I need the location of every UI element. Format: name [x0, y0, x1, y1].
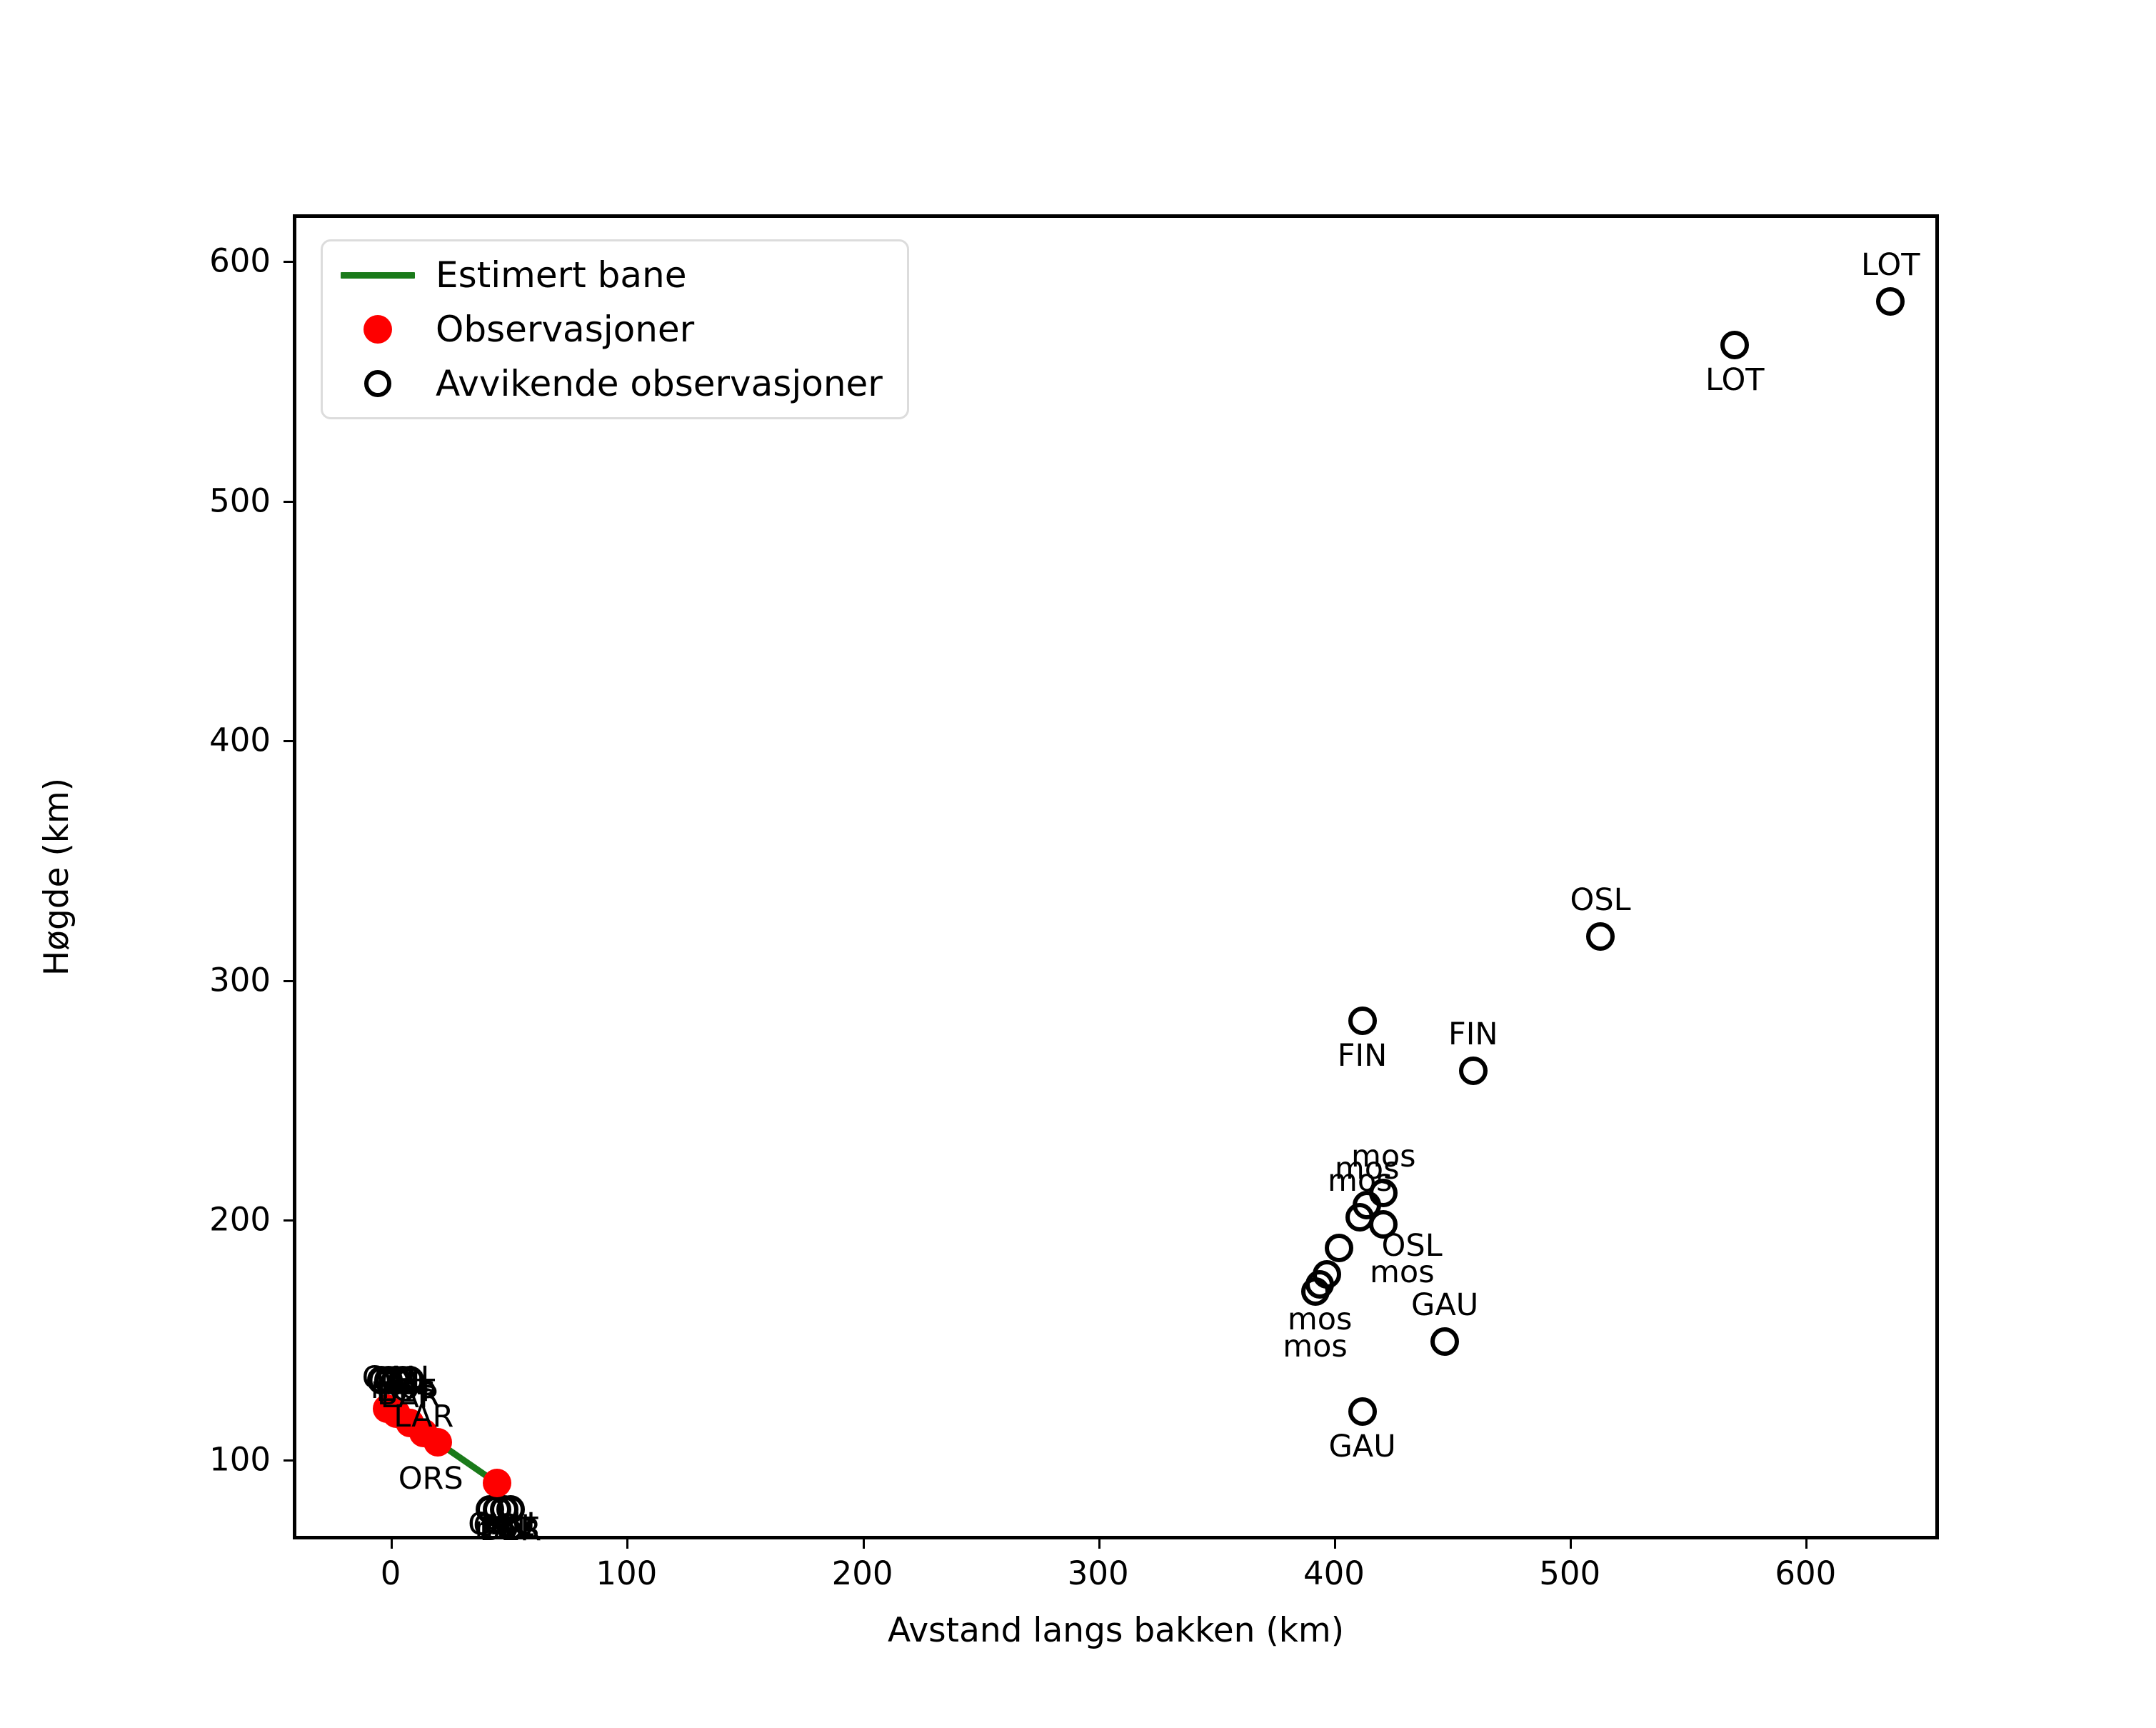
cluster-label-lower: GAU [468, 1507, 536, 1543]
point-label: mos [1350, 1139, 1416, 1175]
y-tick-label: 600 [209, 241, 271, 280]
y-tick-label: 100 [209, 1440, 271, 1479]
legend-dot-swatch [339, 315, 417, 344]
point-label: FIN [1337, 1037, 1388, 1074]
y-tick-label: 300 [209, 961, 271, 999]
outlier-observation-marker [1348, 1397, 1377, 1426]
outlier-observation-marker [1300, 1277, 1330, 1306]
y-axis-label-text: Høgde (km) [37, 777, 77, 977]
legend: Estimert bane Observasjoner Avvikende ob… [321, 239, 909, 419]
outlier-observation-marker [1586, 922, 1615, 952]
point-label: OSL [1570, 882, 1631, 919]
outlier-observation-marker [1458, 1057, 1488, 1086]
x-tick [1570, 1536, 1573, 1549]
point-label: mos [1287, 1301, 1353, 1337]
y-tick-label: 200 [209, 1200, 271, 1239]
legend-label-2: Avvikende observasjoner [436, 363, 883, 404]
outlier-observation-marker [1348, 1006, 1377, 1035]
point-label: LOT [1705, 361, 1765, 398]
x-tick-label: 500 [1539, 1554, 1601, 1592]
point-label: FIN [1448, 1017, 1498, 1053]
x-tick [391, 1536, 393, 1549]
cluster-label-upper: OSL [367, 1363, 428, 1399]
cluster-label-lower: LOT [479, 1511, 538, 1547]
legend-line-swatch [339, 271, 417, 279]
cluster-label-upper: LAR [380, 1379, 441, 1416]
point-label: GAU [1328, 1428, 1396, 1464]
point-label: mos [1283, 1328, 1348, 1364]
x-tick [626, 1536, 629, 1549]
outlier-observation-marker [1720, 330, 1750, 359]
outlier-observation-marker [395, 1365, 424, 1394]
annotation-label: ORS [398, 1461, 463, 1497]
y-tick-label: 400 [209, 721, 271, 759]
cluster-label-upper: FIN [375, 1367, 426, 1403]
plot-area: LOT LOT OSL FIN FIN mos mos mos OSL mos mos mos GAU G… [209, 214, 1939, 1592]
point-label: mos [1370, 1254, 1435, 1291]
x-tick-label: 200 [831, 1554, 893, 1592]
x-tick [1333, 1536, 1336, 1549]
y-tick [284, 261, 296, 264]
observation-marker [482, 1469, 511, 1498]
legend-item-observasjoner: Observasjoner [339, 309, 883, 350]
legend-item-avvikende-observasjoner: Avvikende observasjoner [339, 363, 883, 404]
outlier-observation-marker [1324, 1234, 1353, 1263]
y-tick [284, 979, 296, 982]
cluster-label-upper: mos [370, 1369, 436, 1406]
y-tick-label: 500 [209, 481, 271, 520]
outlier-observation-marker [1369, 1209, 1398, 1239]
legend-label-1: Observasjoner [436, 309, 695, 350]
data-layer: LOT LOT OSL FIN FIN mos mos mos OSL mos mos mos GAU G… [296, 218, 1935, 1545]
x-tick [1805, 1536, 1808, 1549]
x-tick-label: 0 [380, 1554, 401, 1592]
outlier-observation-marker [1430, 1327, 1460, 1357]
annotation-label: LAR [393, 1399, 454, 1435]
outlier-observation-marker [496, 1495, 526, 1524]
point-label: OSL [1381, 1228, 1443, 1264]
y-tick [284, 740, 296, 743]
y-axis-label: Høgde (km) [0, 214, 114, 1539]
legend-item-estimert-bane: Estimert bane [339, 254, 883, 296]
x-tick-label: 400 [1303, 1554, 1365, 1592]
point-label: mos [1334, 1151, 1400, 1187]
legend-ring-swatch [339, 370, 417, 397]
cluster-label-lower: mos [474, 1509, 540, 1546]
x-tick-label: 300 [1067, 1554, 1129, 1592]
y-tick [284, 1459, 296, 1462]
cluster-label-upper: GAU [361, 1360, 429, 1397]
y-tick [284, 1219, 296, 1222]
point-label: GAU [1411, 1287, 1479, 1324]
point-label: mos [1327, 1162, 1393, 1199]
cluster-label-upper: LOT [376, 1373, 435, 1409]
point-label: LOT [1860, 247, 1920, 284]
x-tick-label: 600 [1775, 1554, 1837, 1592]
cluster-label-upper: BER [376, 1376, 439, 1412]
x-tick [1098, 1536, 1100, 1549]
cluster-label-lower: BER [479, 1512, 542, 1548]
cluster-label-lower: OSL [473, 1507, 534, 1544]
x-axis-label: Avstand langs bakken (km) [887, 1611, 1345, 1650]
observation-marker [423, 1428, 453, 1457]
x-tick [862, 1536, 865, 1549]
y-tick [284, 500, 296, 503]
x-tick-label: 100 [596, 1554, 658, 1592]
legend-label-0: Estimert bane [436, 254, 687, 296]
cluster-label-lower: FIN [480, 1509, 531, 1545]
outlier-observation-marker [1876, 287, 1905, 316]
